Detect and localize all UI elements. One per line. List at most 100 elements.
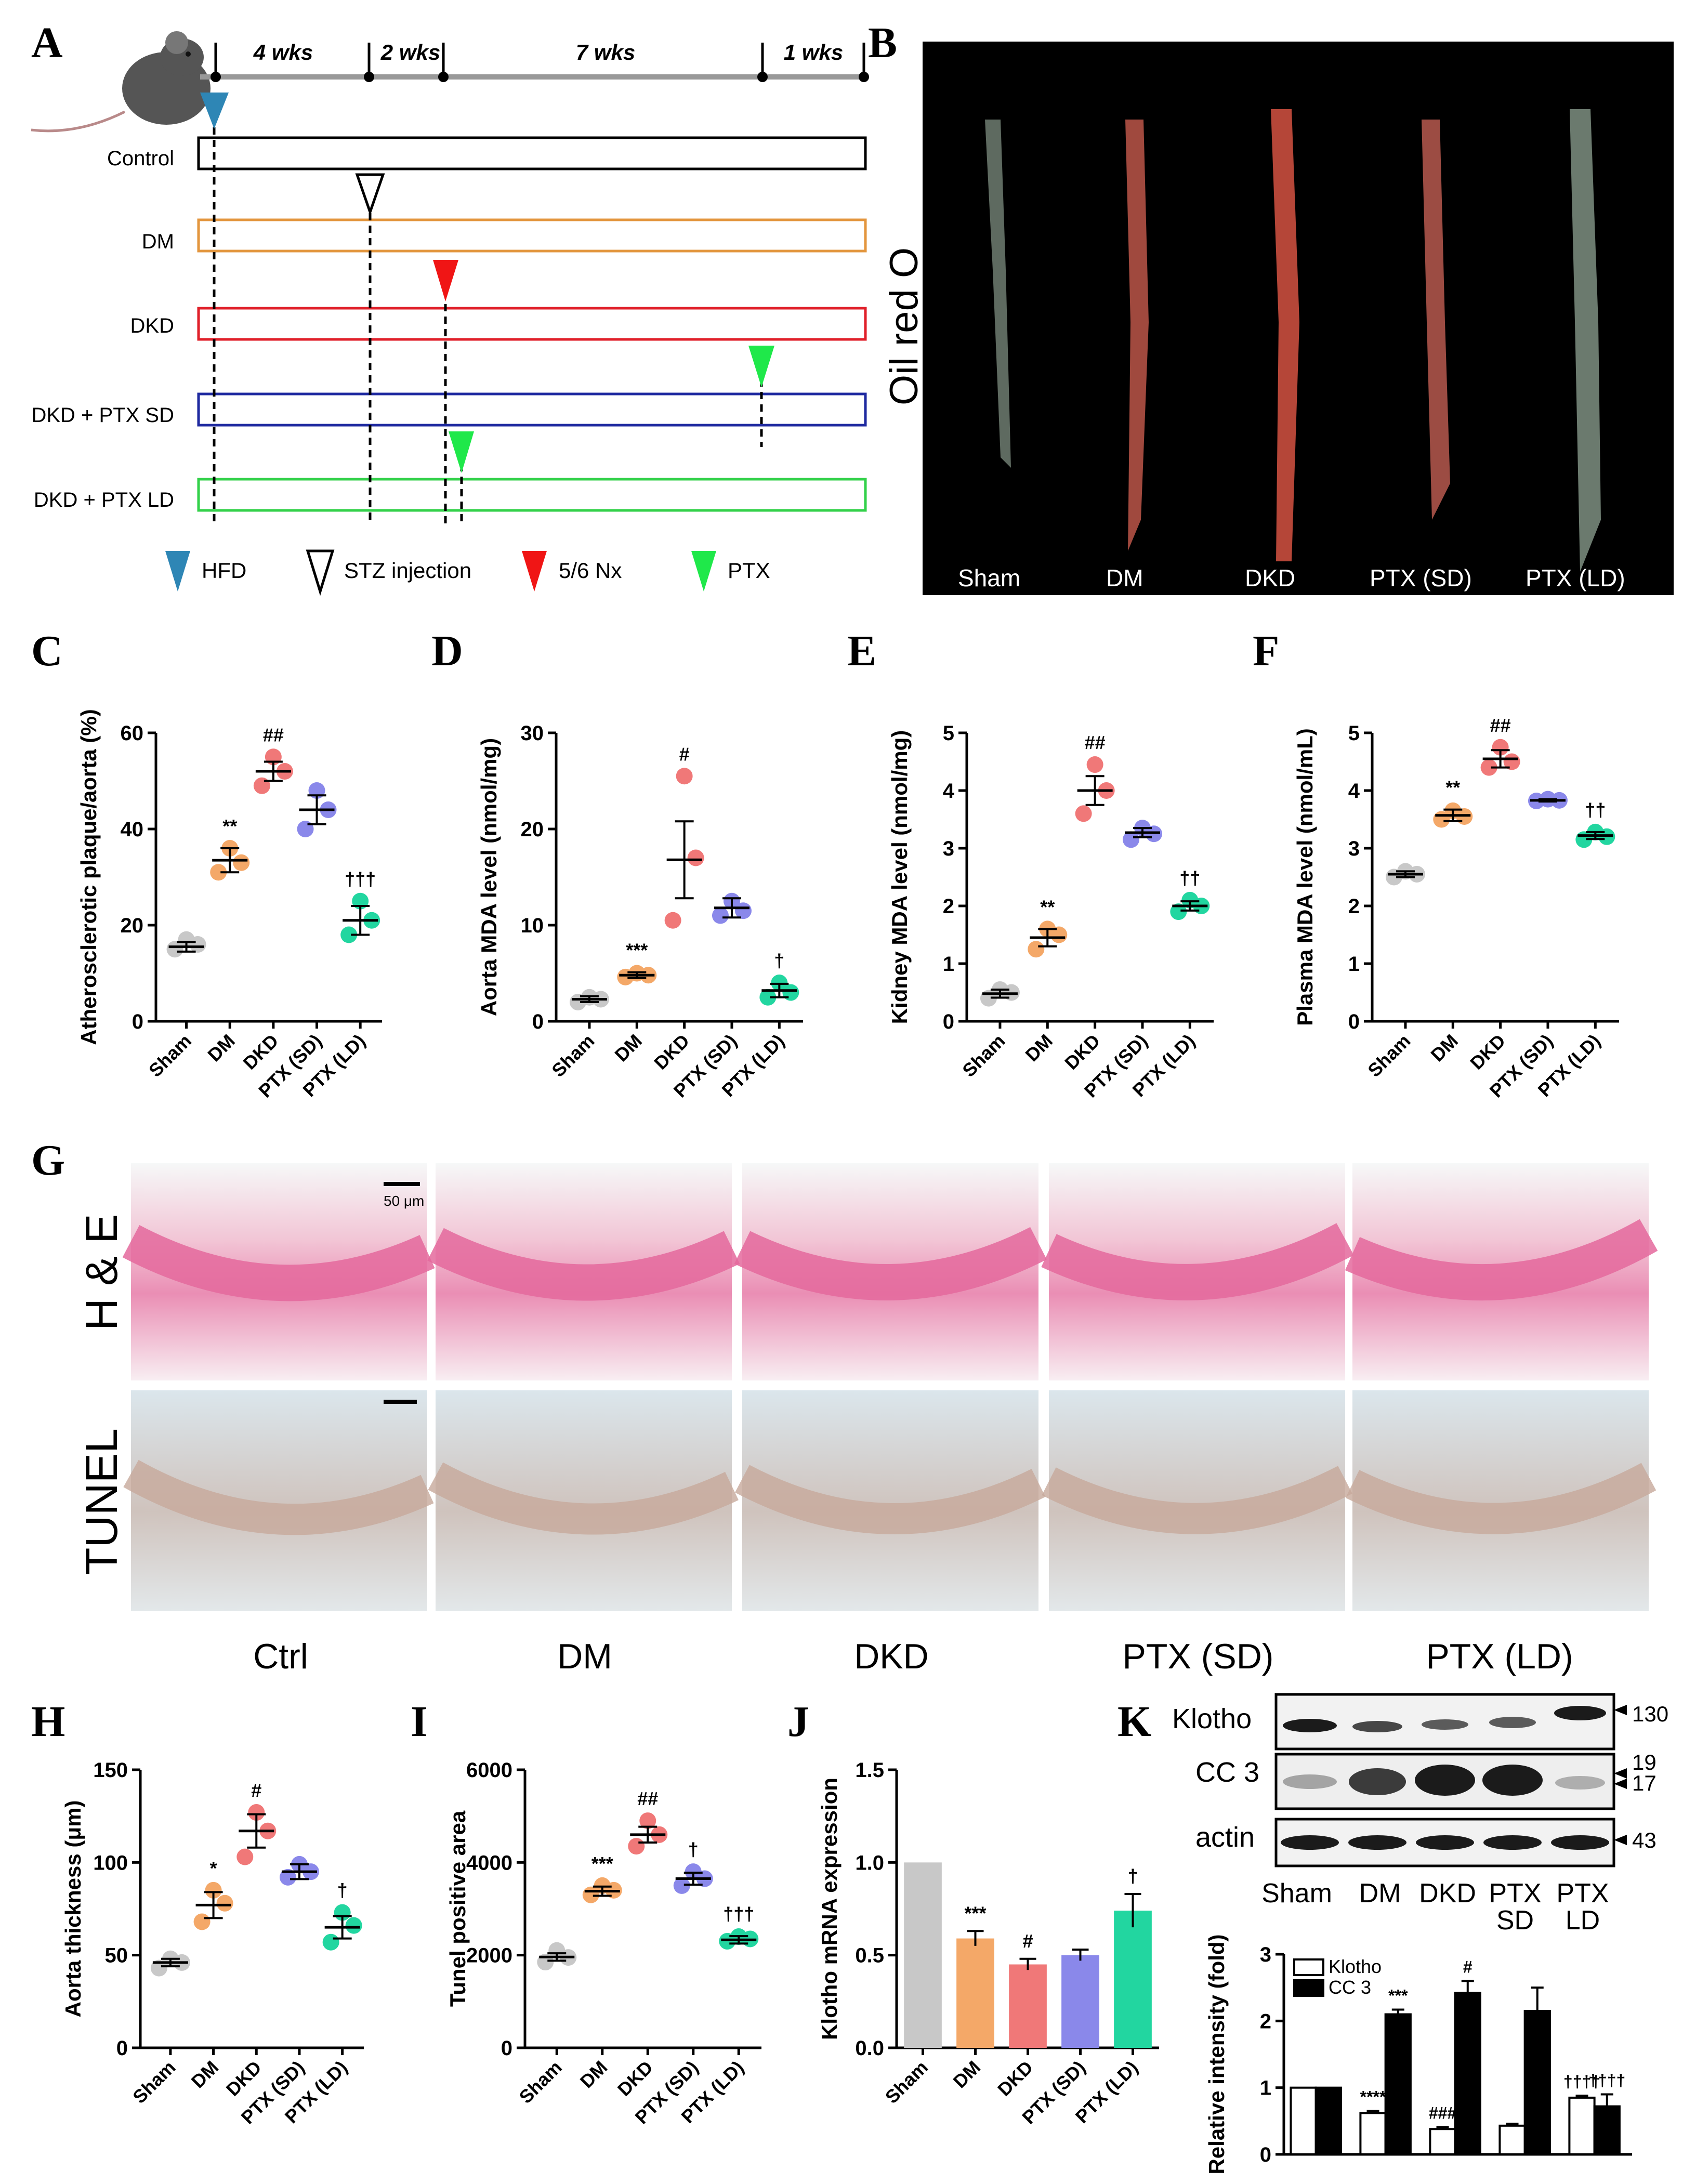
col-label-dkd: DKD — [854, 1637, 929, 1676]
marker-43: 43 — [1632, 1828, 1656, 1852]
group-bar-dm — [197, 218, 867, 253]
aorta-label-dm: DM — [1106, 564, 1143, 591]
aorta-label-ptx-ld: PTX (LD) — [1526, 564, 1625, 591]
y-tick-label-f: 3 — [1348, 837, 1360, 860]
panel-a-legend: HFD STZ injection 5/6 Nx PTX — [165, 549, 770, 596]
blot-label-klotho: Klotho — [1172, 1703, 1252, 1734]
y-tick-label-h: 0 — [116, 2037, 128, 2060]
data-point-d — [759, 989, 777, 1006]
y-tick-label-f: 0 — [1348, 1010, 1360, 1033]
group-bar-dkd — [197, 307, 867, 341]
group-label-dm: DM — [142, 230, 174, 253]
data-point-e — [1170, 903, 1187, 920]
bar-k-klotho — [1498, 2124, 1526, 2155]
chart-j: 0.0 0.5 1.0 1.5 Klotho mRNA expression *** # † S… — [817, 1759, 1159, 2128]
significance-k: # — [1463, 1957, 1473, 1976]
group-label-ptx-ld: DKD + PTX LD — [34, 489, 174, 511]
lane-sub-sd: SD — [1496, 1905, 1534, 1936]
legend-label-k: CC 3 — [1329, 1977, 1371, 1998]
y-tick-label-c: 20 — [121, 914, 144, 937]
group-label-dkd: DKD — [130, 314, 174, 337]
y-tick-label-c: 40 — [121, 818, 144, 841]
significance-k: ### — [1429, 2103, 1457, 2122]
timeline-label-4: 1 wks — [784, 40, 843, 64]
bar-k-cc3 — [1454, 1992, 1481, 2156]
significance-k: †††† — [1563, 2072, 1600, 2091]
significance-k: *** — [1388, 1986, 1408, 2005]
panel-g: G H & E TUNEL 50 μm Ctrl DM DKD PTX (SD)… — [31, 1136, 1658, 1676]
panel-letter-f: F — [1253, 627, 1279, 675]
significance-k: †††† — [1588, 2071, 1625, 2090]
tunel-tissue — [123, 1459, 434, 1535]
group-bar-control — [197, 136, 867, 170]
bar-j — [1114, 1911, 1152, 2048]
x-tick-label-j: DM — [949, 2057, 985, 2093]
tunel-tissue — [1345, 1463, 1656, 1534]
tunel-tissue — [735, 1465, 1046, 1535]
significance-d: † — [774, 950, 784, 971]
data-point-h — [322, 1933, 339, 1951]
y-tick-label-c: 0 — [132, 1010, 143, 1033]
significance-c: ††† — [345, 869, 376, 890]
panel-k: K Klotho CC 3 actin 130 19 17 43 Sham DM… — [1117, 1693, 1668, 2175]
x-tick-label-i: DM — [576, 2057, 612, 2093]
blot-label-actin: actin — [1195, 1822, 1255, 1853]
data-point-h — [248, 1804, 265, 1821]
data-point-c — [340, 926, 358, 943]
data-point-h — [236, 1848, 254, 1865]
x-tick-label-e: DKD — [1060, 1030, 1104, 1074]
lane-label-dm: DM — [1359, 1878, 1401, 1909]
histology-grid — [122, 1163, 1658, 1611]
aorta-label-dkd: DKD — [1245, 564, 1295, 591]
panel-letter-c: C — [31, 627, 63, 675]
lane-label-dkd: DKD — [1419, 1878, 1476, 1909]
data-point-c — [233, 854, 250, 871]
tunel-tissue — [428, 1462, 739, 1535]
y-tick-label-k: 2 — [1260, 2010, 1271, 2033]
y-axis-label-d: Aorta MDA level (nmol/mg) — [477, 738, 501, 1016]
data-point-h — [279, 1869, 296, 1886]
data-point-f — [1492, 739, 1509, 756]
x-tick-label-f: Sham — [1363, 1030, 1414, 1081]
y-tick-label-j: 0.5 — [855, 1944, 884, 1967]
aorta-dm — [1125, 120, 1149, 551]
significance-c: ** — [222, 815, 237, 837]
data-point-c — [210, 864, 227, 881]
bar-j — [1009, 1964, 1047, 2048]
y-tick-label-e: 5 — [943, 722, 954, 745]
panel-a: A 4 wks 2 wks 7 wks 1 wks — [31, 19, 869, 596]
bar-k-klotho — [1429, 2128, 1456, 2156]
data-point-c — [178, 931, 195, 948]
y-tick-label-i: 2000 — [466, 1944, 512, 1967]
significance-h: * — [210, 1858, 217, 1879]
legend-stz-icon — [306, 549, 335, 596]
legend-stz: STZ injection — [344, 558, 471, 583]
significance-e: ## — [1085, 732, 1106, 753]
col-label-ptx-sd: PTX (SD) — [1123, 1637, 1274, 1676]
aorta-sham — [985, 120, 1011, 468]
legend-nx: 5/6 Nx — [559, 558, 622, 583]
marker-19: 19 — [1632, 1750, 1656, 1774]
aorta-ptx-sd — [1422, 120, 1450, 520]
oil-red-o-label: Oil red O — [882, 247, 926, 405]
y-tick-label-k: 3 — [1260, 1943, 1271, 1966]
hfd-arrow — [200, 93, 229, 129]
data-point-e — [1122, 831, 1139, 848]
bar-j — [956, 1938, 994, 2048]
he-tissue — [1041, 1223, 1354, 1300]
significance-i: ## — [637, 1788, 658, 1809]
y-tick-label-d: 30 — [521, 722, 544, 745]
panel-letter-g: G — [31, 1136, 65, 1185]
panel-letter-h: H — [31, 1698, 65, 1746]
blot-bands — [1281, 1706, 1609, 1850]
legend-swatch-k — [1293, 1979, 1324, 1997]
group-bar-ptx-ld — [197, 478, 867, 512]
col-label-dm: DM — [557, 1637, 612, 1676]
x-tick-label-d: DM — [610, 1030, 646, 1066]
y-tick-label-f: 2 — [1348, 895, 1360, 918]
data-point-f — [1480, 759, 1497, 776]
scalebar-label: 50 μm — [384, 1193, 424, 1209]
x-tick-label-f: DM — [1426, 1030, 1462, 1066]
panel-letter-k: K — [1117, 1698, 1151, 1746]
